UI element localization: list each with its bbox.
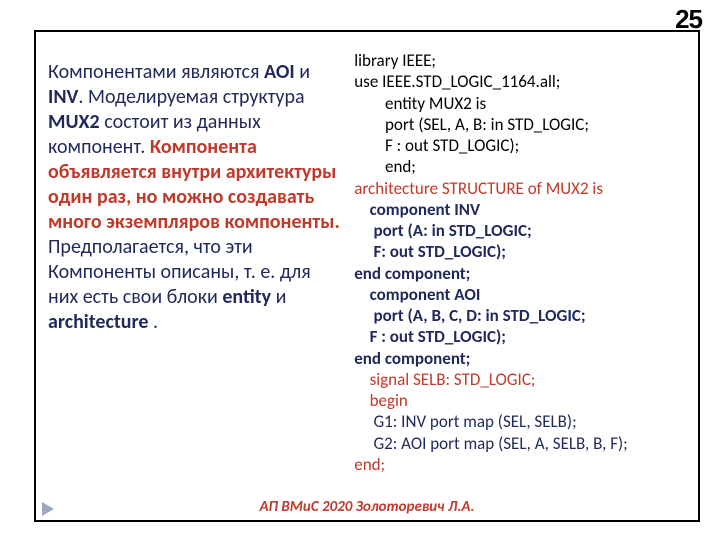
- footer-text: АП ВМиС 2020 Золоторевич Л.А.: [36, 498, 698, 516]
- slide: 25 Компонентами являются AOI и INV. Моде…: [0, 0, 720, 540]
- code-line: G2: AOI port map (SEL, A, SELB, B, F);: [354, 433, 686, 454]
- code-line: component INV: [354, 199, 686, 220]
- code-line: end component;: [354, 263, 686, 284]
- code-line: F : out STD_LOGIC);: [354, 135, 686, 156]
- code-line: end;: [354, 156, 686, 177]
- text-run: entity: [222, 285, 271, 309]
- code-line: G1: INV port map (SEL, SELB);: [354, 411, 686, 432]
- code-line: port (SEL, A, B: in STD_LOGIC;: [354, 114, 686, 135]
- code-line: port (A, B, C, D: in STD_LOGIC;: [354, 305, 686, 326]
- code-line: end;: [354, 454, 686, 475]
- code-line: begin: [354, 390, 686, 411]
- code-line: library IEEE;: [354, 50, 686, 71]
- code-line: end component;: [354, 348, 686, 369]
- code-line: use IEEE.STD_LOGIC_1164.all;: [354, 71, 686, 92]
- text-run: Компонентами являются: [48, 60, 264, 84]
- code-line: entity MUX2 is: [354, 93, 686, 114]
- code-block: library IEEE;use IEEE.STD_LOGIC_1164.all…: [354, 46, 686, 520]
- text-run: AOI: [264, 60, 295, 84]
- code-line: signal SELB: STD_LOGIC;: [354, 369, 686, 390]
- columns: Компонентами являются AOI и INV. Моделир…: [48, 46, 686, 520]
- code-line: F: out STD_LOGIC);: [354, 241, 686, 262]
- text-run: MUX2: [48, 110, 100, 134]
- text-run: . Моделируемая структура: [78, 85, 304, 109]
- code-line: architecture STRUCTURE of MUX2 is: [354, 178, 686, 199]
- text-run: .: [148, 310, 158, 334]
- text-run: architecture: [48, 310, 148, 334]
- left-column: Компонентами являются AOI и INV. Моделир…: [48, 46, 354, 520]
- code-line: port (A: in STD_LOGIC;: [354, 220, 686, 241]
- text-run: INV: [48, 85, 78, 109]
- content-frame: Компонентами являются AOI и INV. Моделир…: [34, 30, 700, 522]
- code-line: F : out STD_LOGIC);: [354, 326, 686, 347]
- text-run: и: [295, 60, 310, 84]
- play-icon: [42, 502, 54, 516]
- code-line: component AOI: [354, 284, 686, 305]
- explanation-paragraph: Компонентами являются AOI и INV. Моделир…: [48, 60, 344, 335]
- text-run: и: [271, 285, 286, 309]
